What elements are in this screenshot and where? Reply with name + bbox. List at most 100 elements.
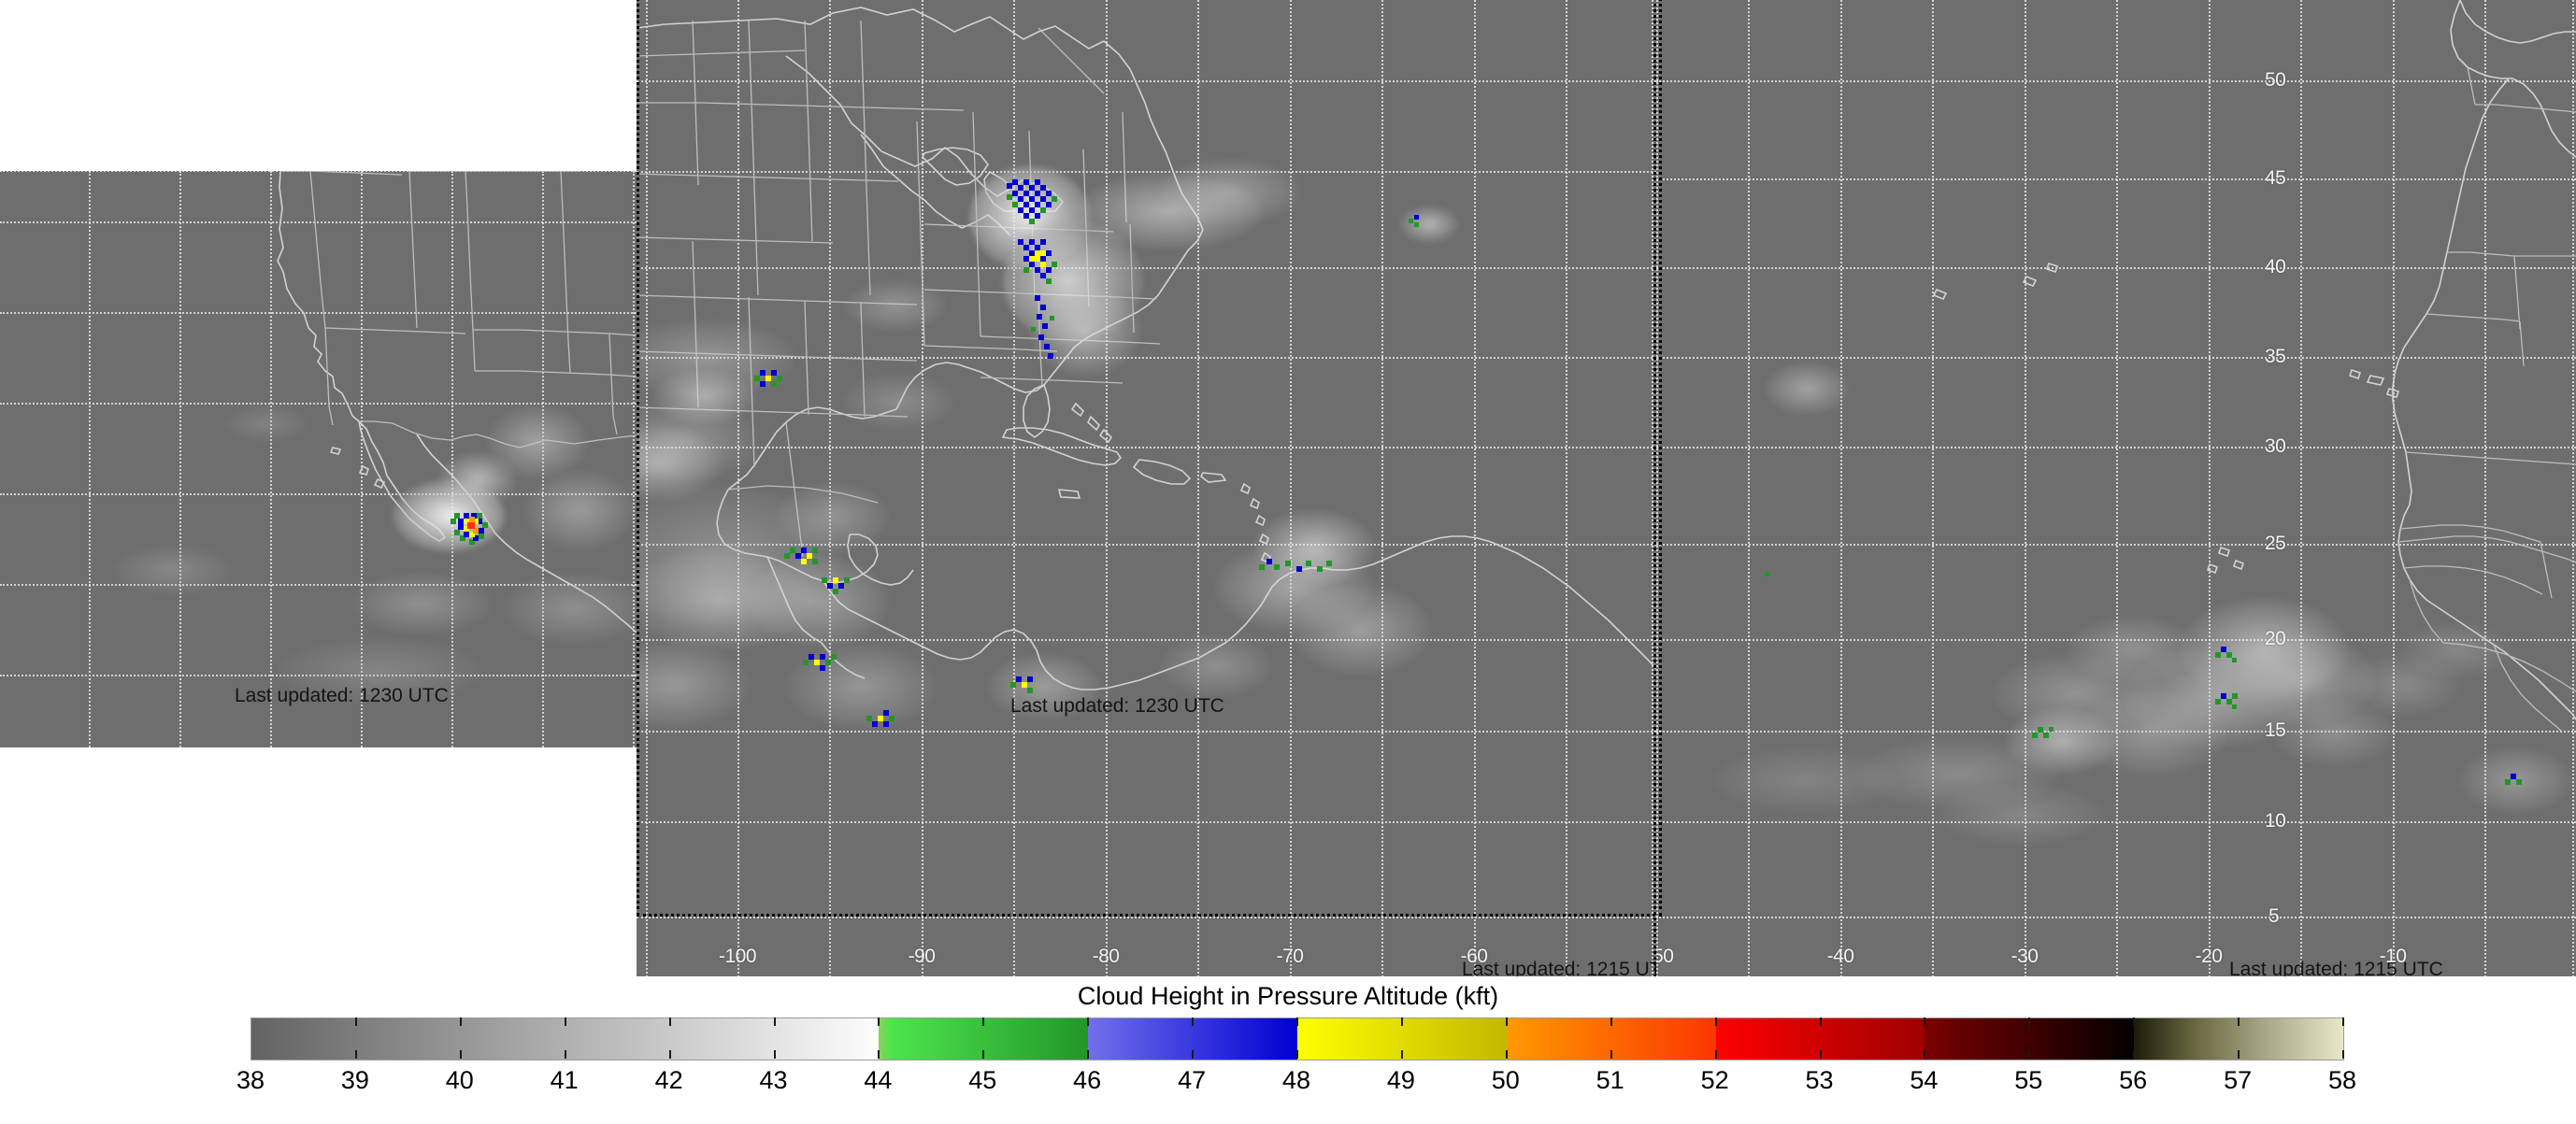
colorbar-tick-top-48 [1296,1017,1298,1026]
convective-cells-atlantic-tail [1029,295,1066,361]
lat-tick-25: 25 [2265,533,2286,554]
lon-tick--80: -80 [1092,946,1120,967]
colorbar-label-41: 41 [550,1066,579,1094]
colorbar-tick-top-54 [1924,1017,1926,1026]
colorbar-tick-top-58 [2342,1017,2344,1026]
colorbar-label-53: 53 [1805,1066,1834,1094]
lat-tick-45: 45 [2265,167,2286,189]
colorbar-label-55: 55 [2014,1066,2043,1094]
colorbar-tick-bottom-48 [1296,1050,1298,1059]
colorbar-tick-bottom-49 [1400,1050,1403,1059]
lat-tick-10: 10 [2265,810,2286,832]
lon-tick--60: -60 [1460,946,1488,967]
colorbar-label-54: 54 [1910,1066,1939,1094]
colorbar-tick-bottom-40 [459,1050,462,1059]
convective-cells-lesser-antilles [1257,553,1341,590]
colorbar-label-46: 46 [1073,1066,1102,1094]
convective-cell-offshore-atlantic [1407,213,1431,232]
lat-tick-40: 40 [2265,256,2286,277]
convective-core-e-atlantic-south [2213,688,2254,719]
colorbar-tick-bottom-45 [982,1050,985,1059]
colorbar-tick-bottom-50 [1505,1050,1508,1059]
colorbar-tick-bottom-41 [564,1050,566,1059]
colorbar-tick-bottom-56 [2133,1050,2136,1059]
colorbar-tick-top-51 [1610,1017,1612,1026]
colorbar-tick-top-42 [668,1017,671,1026]
lon-tick--90: -90 [908,946,936,967]
colorbar-label-51: 51 [1596,1066,1624,1094]
convective-core-guatemala [820,570,863,602]
colorbar-tick-top-50 [1505,1017,1508,1026]
colorbar-label-38: 38 [236,1066,265,1094]
map-panel-conus-west-atlantic[interactable]: Last updated: 1230 UTC Last updated: 121… [637,0,1656,977]
convective-core-pacific-itcz [782,542,829,574]
lat-tick-15: 15 [2265,719,2286,741]
timestamp-africa: Last updated: 1215 UTC [2229,959,2443,977]
colorbar-label-48: 48 [1281,1066,1311,1094]
colorbar-label-43: 43 [759,1066,788,1094]
convective-core-colombia [865,706,911,738]
colorbar-tick-bottom-43 [773,1050,776,1059]
colorbar-label-52: 52 [1700,1066,1729,1094]
colorbar-tick-bottom-46 [1087,1050,1090,1059]
convective-cell-mid-atlantic-small [1765,572,1774,581]
colorbar-label-57: 57 [2224,1066,2253,1094]
lon-tick--50: -50 [1656,946,1674,967]
timestamp-conus-top: Last updated: 1230 UTC [1010,695,1224,717]
colorbar-label-58: 58 [2327,1066,2357,1094]
colorbar-tick-top-40 [459,1017,462,1026]
lat-tick-30: 30 [2265,435,2286,457]
colorbar-tick-top-41 [564,1017,566,1026]
colorbar-label-45: 45 [968,1066,997,1094]
lon-tick--40: -40 [1826,946,1854,967]
cloud-raster-africa [1656,0,2576,977]
lon-tick--20: -20 [2195,946,2223,967]
colorbar-ticks [250,1017,2344,1059]
colorbar-tick-bottom-47 [1192,1050,1195,1059]
lon-tick--100: -100 [718,946,757,967]
colorbar-tick-bottom-55 [2028,1050,2031,1059]
colorbar-tick-bottom-54 [1924,1050,1926,1059]
colorbar-label-49: 49 [1386,1066,1415,1094]
timestamp-pacific: Last updated: 1230 UTC [235,685,449,706]
convective-core-west-africa [2503,772,2531,794]
convective-core-mid-atlantic [1003,178,1063,230]
colorbar-tick-bottom-52 [1714,1050,1717,1059]
map-panel-pacific-mexico[interactable]: Last updated: 1230 UTC [0,171,637,747]
convective-core-s-mexico [752,366,790,392]
colorbar-tick-top-39 [354,1017,357,1026]
colorbar-tick-top-52 [1714,1017,1717,1026]
colorbar-tick-top-49 [1400,1017,1403,1026]
lat-tick-5: 5 [2268,905,2280,927]
map-panel-east-atlantic-africa[interactable]: Last updated: 1215 UTC -50 -40 -30 -20 -… [1656,0,2576,977]
convective-core-e-atlantic-north [2213,643,2251,671]
lon-tick--10: -10 [2379,946,2407,967]
colorbar-tick-top-43 [773,1017,776,1026]
colorbar-tick-top-53 [1819,1017,1822,1026]
colorbar-tick-labels: 38 39 40 41 42 43 44 45 46 47 48 49 50 51 52 53 54 55 56 57… [236,1066,2356,1103]
lat-tick-20: 20 [2265,628,2286,649]
colorbar-label-42: 42 [654,1066,683,1094]
colorbar-label-39: 39 [340,1066,369,1094]
colorbar-tick-bottom-58 [2342,1050,2344,1059]
lon-tick--70: -70 [1276,946,1304,967]
coastline-vectors-pacific [0,171,637,747]
colorbar-tick-bottom-42 [668,1050,671,1059]
colorbar-label-56: 56 [2119,1066,2148,1094]
lon-tick--30: -30 [2011,946,2039,967]
colorbar-title: Cloud Height in Pressure Altitude (kft) [1077,982,1499,1010]
colorbar-tick-top-46 [1087,1017,1090,1026]
cloud-raster-conus [637,0,1656,977]
convective-core-caribbean [1009,673,1050,703]
colorbar-tick-top-45 [982,1017,985,1026]
convective-core-costa-rica [801,648,850,682]
colorbar-tick-top-44 [878,1017,880,1026]
convective-core-carolina-coast [1014,235,1066,288]
coastline-vectors-africa [1656,0,2576,977]
lat-tick-35: 35 [2265,346,2286,367]
convective-core-cape-verde [2030,723,2068,749]
colorbar-label-44: 44 [864,1066,893,1094]
colorbar-tick-bottom-57 [2238,1050,2240,1059]
colorbar-tick-top-55 [2028,1017,2031,1026]
